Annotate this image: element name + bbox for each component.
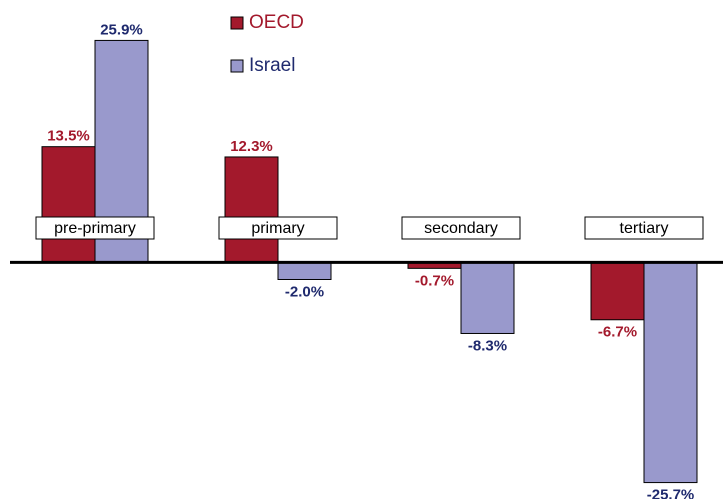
category-label: secondary xyxy=(424,220,498,237)
bar xyxy=(643,261,698,484)
category-box xyxy=(401,216,521,240)
value-label: -2.0% xyxy=(285,283,324,300)
value-label: 13.5% xyxy=(47,128,90,145)
bar xyxy=(460,261,515,334)
value-label: 12.3% xyxy=(230,138,273,155)
category-label: tertiary xyxy=(620,220,669,237)
legend-swatch xyxy=(230,59,244,73)
legend-label: OECD xyxy=(249,12,304,33)
category-box xyxy=(218,216,338,240)
category-label: pre-primary xyxy=(54,220,136,237)
value-label: -25.7% xyxy=(647,487,695,499)
value-label: -6.7% xyxy=(598,324,637,341)
legend-swatch xyxy=(230,16,244,30)
category-box xyxy=(35,216,155,240)
value-label: 25.9% xyxy=(100,21,143,38)
category-label: primary xyxy=(251,220,304,237)
bar xyxy=(41,146,96,263)
bar xyxy=(590,261,645,321)
value-label: -8.3% xyxy=(468,337,507,354)
legend-label: Israel xyxy=(249,55,295,76)
category-box xyxy=(584,216,704,240)
value-label: -0.7% xyxy=(415,272,454,289)
bar xyxy=(277,261,332,280)
bar xyxy=(224,156,279,263)
